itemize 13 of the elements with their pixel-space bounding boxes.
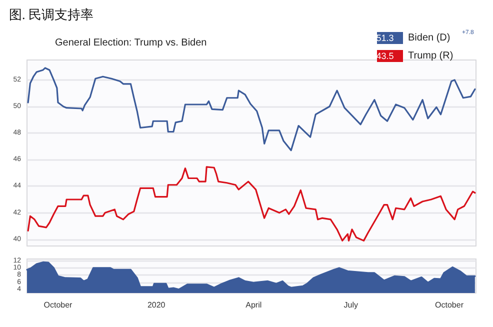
line-series	[27, 166, 476, 242]
x-tick-label: October	[435, 300, 464, 310]
annotation: 43.5	[376, 51, 394, 61]
legend-label: Biden (D)	[408, 32, 450, 44]
x-tick-label: 2020	[147, 300, 166, 310]
x-tick-label: July	[344, 300, 358, 310]
x-tick-label: October	[44, 300, 73, 310]
x-tick-label: April	[246, 300, 262, 310]
legend-label: Trump (R)	[408, 50, 454, 62]
text: 51.3	[376, 33, 394, 43]
chart-subtitle: General Election: Trump vs. Biden	[55, 38, 207, 48]
chart-title: 图. 民调支持率	[9, 7, 94, 22]
line-series	[27, 67, 476, 152]
